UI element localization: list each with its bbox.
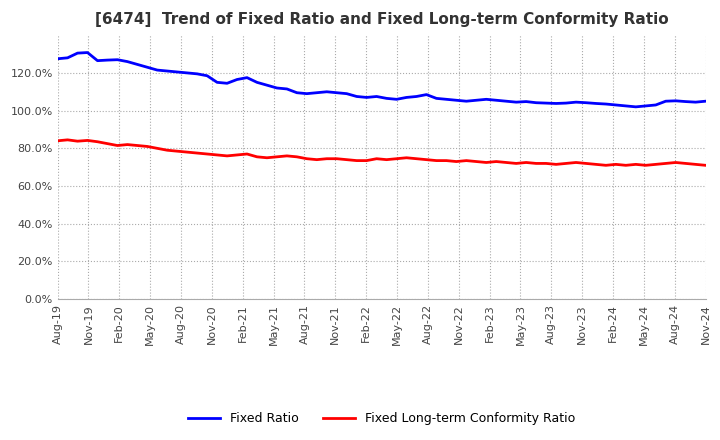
Title: [6474]  Trend of Fixed Ratio and Fixed Long-term Conformity Ratio: [6474] Trend of Fixed Ratio and Fixed Lo… xyxy=(95,12,668,27)
Legend: Fixed Ratio, Fixed Long-term Conformity Ratio: Fixed Ratio, Fixed Long-term Conformity … xyxy=(184,407,580,430)
